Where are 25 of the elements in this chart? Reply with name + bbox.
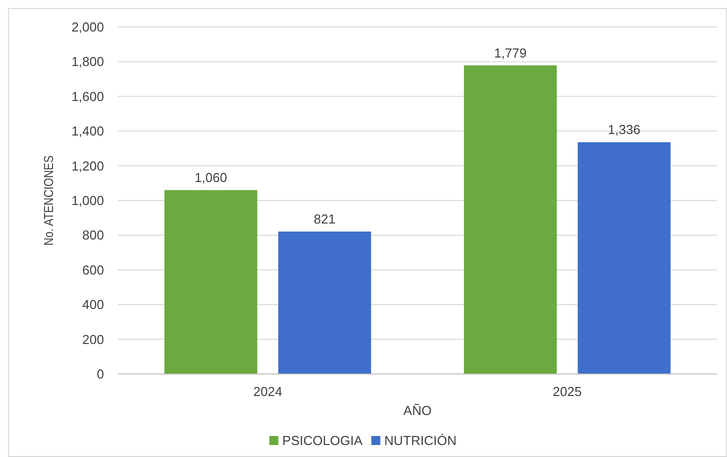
y-tick-label: 2,000 — [71, 20, 104, 34]
bar — [464, 65, 557, 374]
legend-label: PSICOLOGIA — [282, 433, 363, 448]
x-axis-title: AÑO — [403, 403, 432, 418]
y-tick-label: 600 — [82, 262, 104, 278]
x-tick-label: 2025 — [552, 384, 582, 399]
x-tick-label: 2024 — [253, 384, 282, 399]
y-tick-label: 1,000 — [71, 193, 104, 208]
y-tick-label: 1,200 — [71, 158, 104, 174]
bar — [164, 190, 258, 374]
data-label: 1,779 — [494, 45, 527, 60]
data-label: 821 — [314, 212, 336, 227]
y-tick-label: 200 — [82, 332, 104, 347]
y-tick-label: 400 — [82, 297, 104, 312]
bar — [278, 232, 372, 374]
y-tick-label: 1,800 — [71, 54, 104, 70]
y-axis-title: No. ATENCIONES — [41, 138, 56, 246]
y-tick-label: 1,600 — [71, 88, 104, 104]
data-label: 1,060 — [194, 170, 228, 186]
legend-label: NUTRICIÓN — [384, 433, 457, 448]
y-tick-label: 0 — [96, 366, 104, 382]
bar — [578, 142, 671, 374]
data-label: 1,336 — [608, 122, 640, 138]
y-tick-label: 800 — [82, 228, 104, 243]
y-tick-label: 1,400 — [71, 124, 104, 139]
